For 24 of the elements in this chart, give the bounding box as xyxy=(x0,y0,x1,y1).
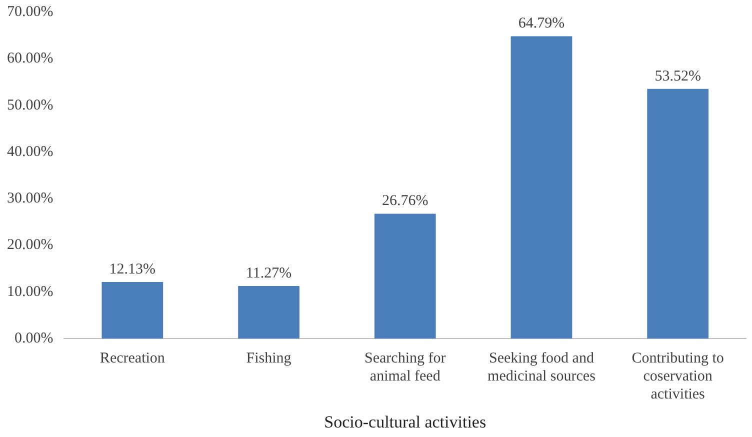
y-tick-label: 60.00% xyxy=(6,50,54,67)
x-tick-label: Contributing to coservation activities xyxy=(632,350,724,403)
x-tick-label: Fishing xyxy=(246,350,292,367)
data-label: 12.13% xyxy=(109,261,156,278)
bar xyxy=(374,214,436,339)
y-tick-label: 30.00% xyxy=(6,190,54,207)
data-label: 26.76% xyxy=(382,193,428,210)
y-tick-label: 0.00% xyxy=(14,330,54,347)
x-axis-title: Socio-cultural activities xyxy=(324,412,486,432)
x-tick-label: Seeking food and medicinal sources xyxy=(488,350,596,385)
y-tick-label: 20.00% xyxy=(6,237,54,254)
data-label: 53.52% xyxy=(654,68,701,84)
y-tick-label: 50.00% xyxy=(6,97,54,114)
x-tick-label: Searching for animal feed xyxy=(364,350,446,385)
x-tick-label: Recreation xyxy=(100,350,166,367)
bar xyxy=(238,286,300,339)
y-tick-label: 70.00% xyxy=(6,4,54,20)
y-tick-label: 40.00% xyxy=(6,144,54,160)
data-label: 11.27% xyxy=(246,265,292,282)
bar xyxy=(510,36,572,339)
bar xyxy=(102,282,164,339)
data-label: 64.79% xyxy=(518,16,565,32)
y-tick-label: 10.00% xyxy=(6,284,54,300)
bar xyxy=(647,88,709,339)
